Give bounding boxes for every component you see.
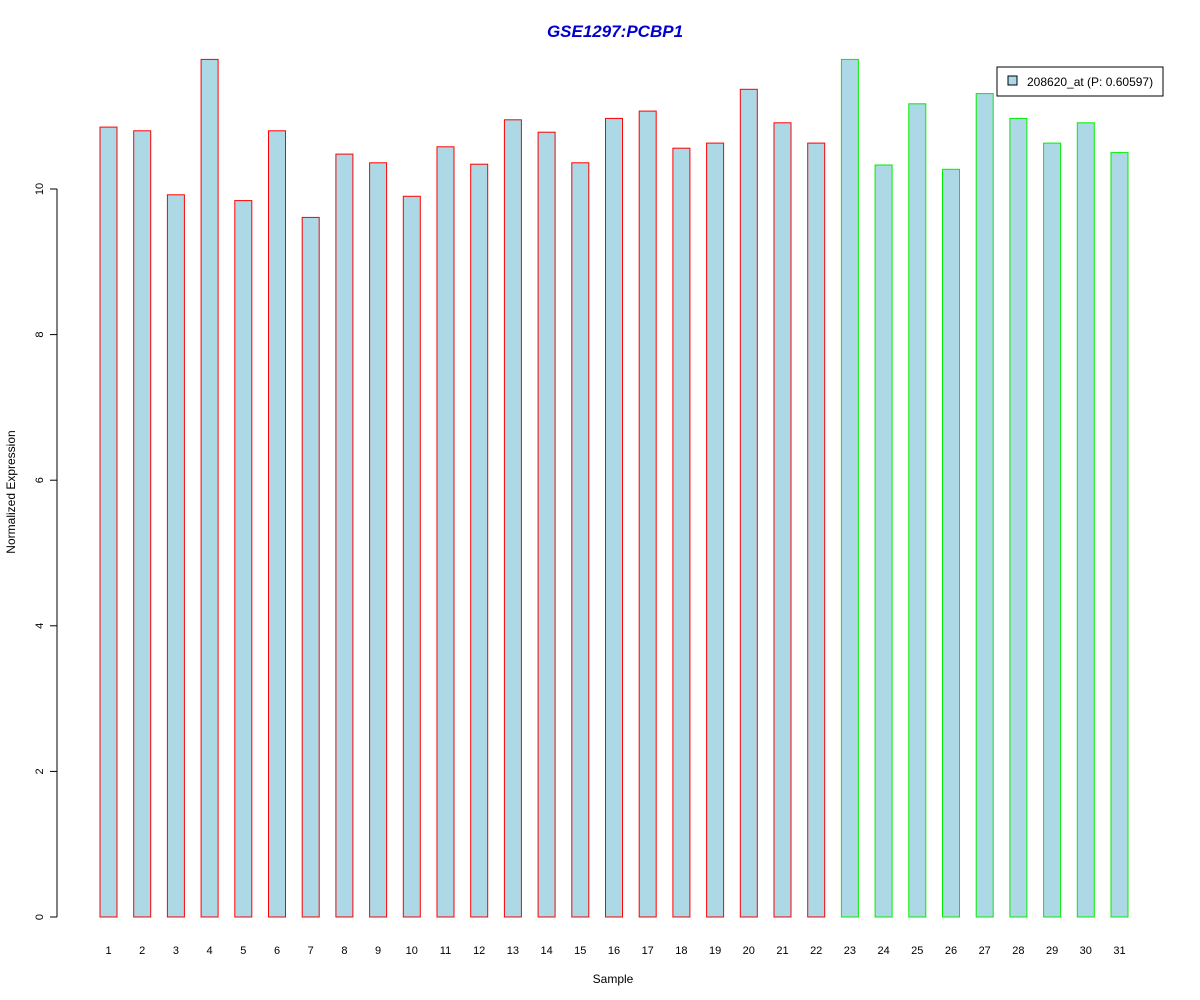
x-tick-label: 6 [274, 945, 280, 957]
y-tick-label: 4 [34, 623, 46, 629]
x-tick-label: 20 [743, 945, 755, 957]
x-tick-label: 22 [810, 945, 822, 957]
bar-sample-2 [133, 130, 152, 918]
bar-sample-19 [706, 142, 725, 918]
x-tick-label: 27 [979, 945, 991, 957]
bar-sample-28 [1009, 117, 1028, 918]
bar-sample-3 [166, 194, 185, 918]
x-tick-label: 9 [375, 945, 381, 957]
x-tick-label: 12 [473, 945, 485, 957]
x-tick-label: 19 [709, 945, 721, 957]
x-tick-label: 23 [844, 945, 856, 957]
x-tick-label: 14 [540, 945, 552, 957]
legend: 208620_at (P: 0.60597) [996, 66, 1164, 97]
y-tick-label: 10 [34, 183, 46, 195]
y-axis: 0 2 4 6 8 10 [34, 183, 58, 920]
bar-sample-15 [571, 162, 590, 918]
x-tick-label: 24 [877, 945, 889, 957]
y-axis-label: Normalized Expression [4, 430, 18, 553]
bar-sample-26 [942, 168, 960, 918]
bar-sample-24 [874, 164, 893, 918]
x-tick-label: 4 [207, 945, 213, 957]
bar-sample-12 [470, 163, 489, 918]
legend-swatch [1007, 75, 1018, 86]
x-tick-label: 7 [308, 945, 314, 957]
bar-sample-31 [1110, 152, 1129, 918]
bar-sample-21 [773, 122, 792, 918]
x-tick-label: 28 [1012, 945, 1024, 957]
x-axis-label: Sample [593, 972, 634, 986]
x-tick-labels: 1 2 3 4 5 6 7 8 9 10 11 12 13 14 15 16 17 18 19 20 21 22 23 24 2… [105, 945, 1125, 957]
bar-sample-16 [605, 117, 623, 918]
bar-sample-5 [234, 200, 253, 918]
x-tick-label: 16 [608, 945, 620, 957]
bars-group [99, 58, 1129, 918]
bar-sample-18 [672, 147, 691, 918]
x-tick-label: 18 [675, 945, 687, 957]
bar-sample-13 [503, 119, 522, 918]
x-tick-label: 31 [1113, 945, 1125, 957]
bar-sample-7 [301, 216, 320, 918]
y-tick-label: 0 [34, 914, 46, 920]
bar-sample-11 [436, 146, 455, 918]
chart-title: GSE1297:PCBP1 [547, 22, 683, 41]
legend-box [996, 66, 1164, 97]
x-tick-label: 10 [406, 945, 418, 957]
bar-sample-4 [200, 58, 219, 918]
bar-sample-10 [402, 195, 421, 918]
bar-sample-23 [840, 58, 859, 918]
x-tick-label: 30 [1080, 945, 1092, 957]
x-tick-label: 29 [1046, 945, 1058, 957]
x-tick-label: 11 [440, 945, 451, 957]
x-tick-label: 17 [642, 945, 654, 957]
x-tick-label: 8 [341, 945, 347, 957]
legend-entry: 208620_at (P: 0.60597) [1027, 75, 1153, 89]
bar-sample-30 [1076, 122, 1095, 918]
x-tick-label: 21 [776, 945, 788, 957]
bar-sample-29 [1043, 142, 1062, 918]
x-tick-label: 5 [240, 945, 246, 957]
bar-sample-14 [537, 131, 556, 918]
bar-sample-6 [268, 130, 286, 918]
bar-sample-9 [369, 162, 388, 918]
bar-sample-1 [99, 126, 118, 918]
x-tick-label: 26 [945, 945, 957, 957]
y-tick-label: 6 [34, 477, 46, 483]
x-tick-label: 2 [139, 945, 145, 957]
bar-sample-17 [638, 110, 657, 918]
y-tick-label: 8 [34, 332, 46, 338]
bar-sample-20 [739, 88, 758, 918]
x-tick-label: 25 [911, 945, 923, 957]
x-tick-label: 13 [507, 945, 519, 957]
bar-sample-27 [975, 93, 994, 918]
x-tick-label: 3 [173, 945, 179, 957]
bar-sample-8 [335, 153, 354, 918]
bar-sample-22 [807, 142, 826, 918]
x-tick-label: 1 [105, 945, 111, 957]
x-tick-label: 15 [574, 945, 586, 957]
bar-sample-25 [908, 103, 927, 918]
y-tick-label: 2 [34, 768, 46, 774]
